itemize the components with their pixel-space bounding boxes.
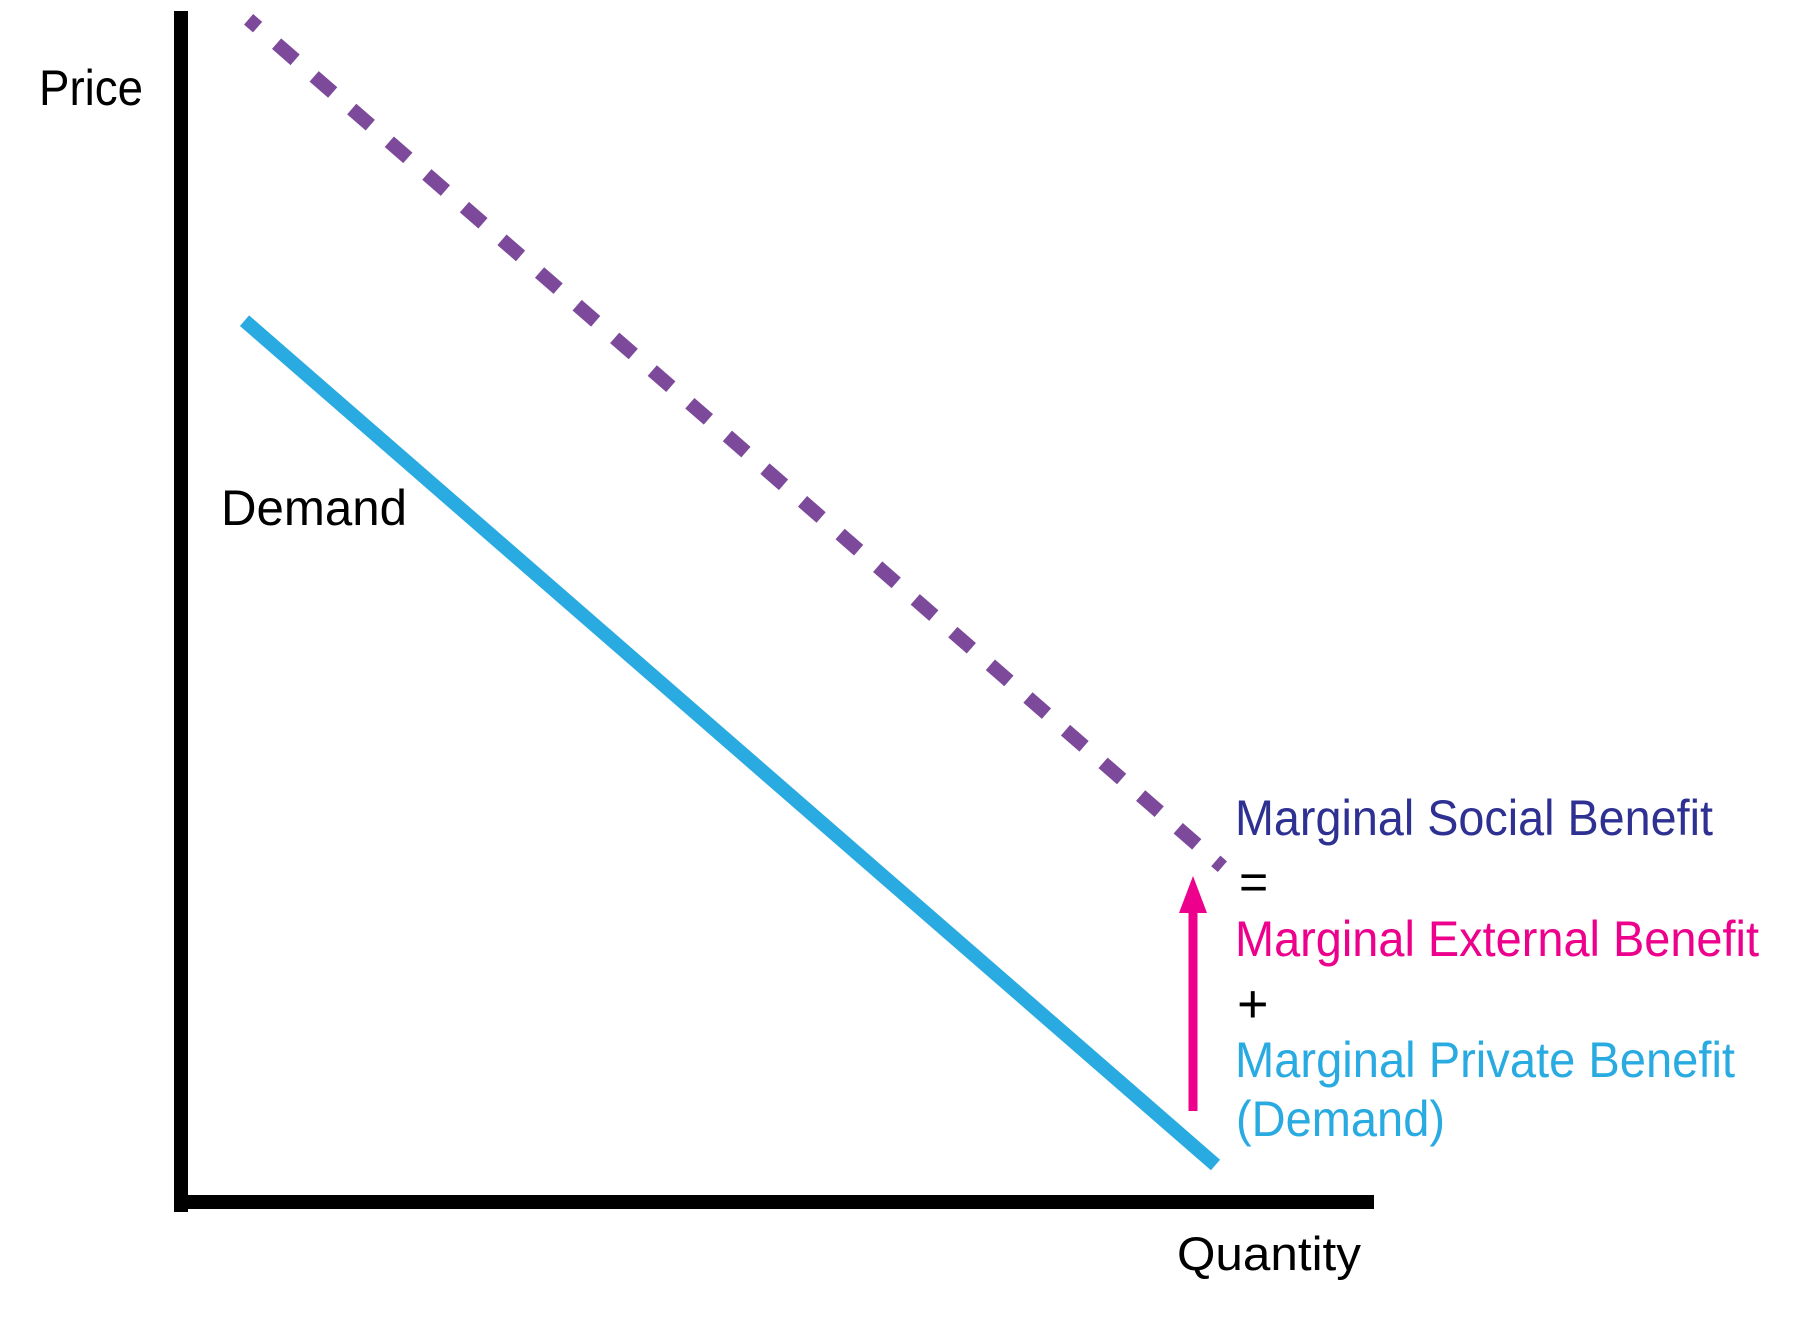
svg-text:Demand: Demand [221, 480, 407, 536]
svg-text:+: + [1237, 974, 1269, 1034]
svg-text:Quantity: Quantity [1177, 1227, 1362, 1280]
svg-text:Price: Price [39, 60, 143, 116]
svg-text:Marginal External Benefit: Marginal External Benefit [1235, 911, 1759, 967]
svg-text:(Demand): (Demand) [1236, 1091, 1445, 1147]
svg-text:Marginal Social Benefit: Marginal Social Benefit [1235, 790, 1713, 846]
svg-text:=: = [1239, 854, 1268, 910]
svg-text:Marginal Private Benefit: Marginal Private Benefit [1235, 1032, 1735, 1088]
